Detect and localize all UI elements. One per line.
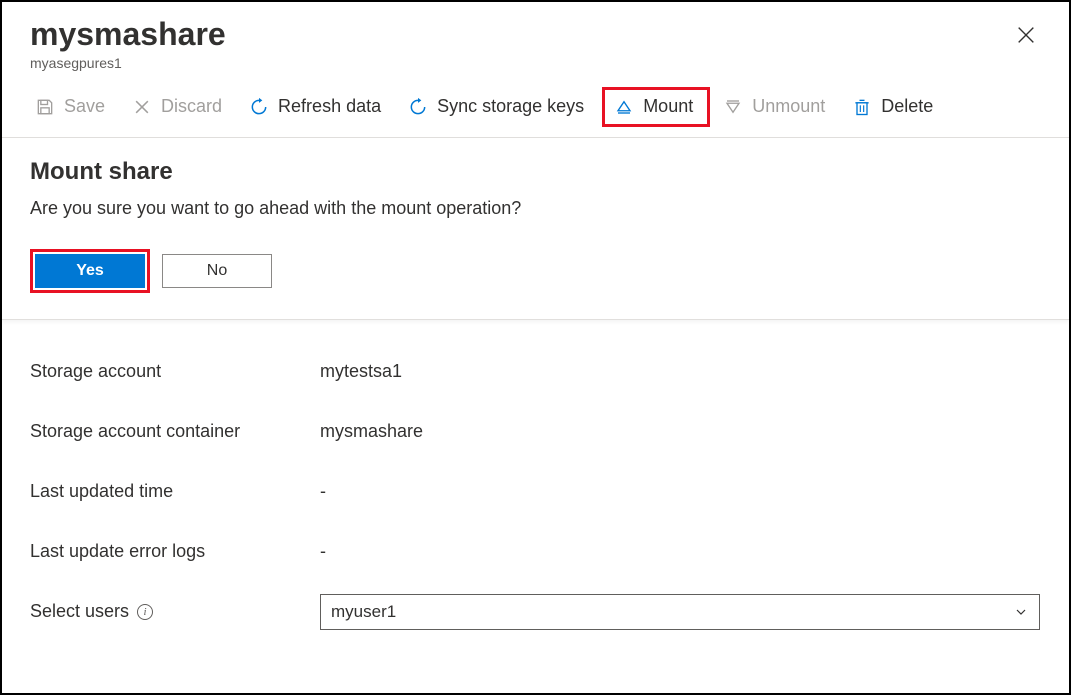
unmount-icon bbox=[722, 96, 744, 118]
yes-button-highlight: Yes bbox=[30, 249, 150, 293]
label-select-users-text: Select users bbox=[30, 601, 129, 622]
chevron-down-icon bbox=[1013, 604, 1029, 620]
confirm-buttons: Yes No bbox=[30, 249, 1041, 293]
page-title: mysmashare bbox=[30, 16, 1041, 53]
mount-icon bbox=[613, 96, 635, 118]
row-storage-account: Storage account mytestsa1 bbox=[30, 342, 1041, 402]
refresh-button[interactable]: Refresh data bbox=[240, 90, 395, 124]
mount-label: Mount bbox=[643, 96, 693, 117]
confirm-title: Mount share bbox=[30, 158, 1041, 186]
panel-header: mysmashare myasegpures1 bbox=[2, 2, 1069, 77]
yes-button[interactable]: Yes bbox=[35, 254, 145, 288]
delete-label: Delete bbox=[881, 96, 933, 117]
delete-button[interactable]: Delete bbox=[843, 90, 947, 124]
mount-button[interactable]: Mount bbox=[602, 87, 710, 127]
save-icon bbox=[34, 96, 56, 118]
row-select-users: Select users i myuser1 bbox=[30, 582, 1041, 642]
value-last-updated: - bbox=[320, 481, 1041, 502]
refresh-icon bbox=[248, 96, 270, 118]
select-users-dropdown[interactable]: myuser1 bbox=[320, 594, 1040, 630]
delete-icon bbox=[851, 96, 873, 118]
close-button[interactable] bbox=[1015, 24, 1039, 48]
sync-icon bbox=[407, 96, 429, 118]
unmount-label: Unmount bbox=[752, 96, 825, 117]
label-storage-account: Storage account bbox=[30, 361, 320, 382]
no-button[interactable]: No bbox=[162, 254, 272, 288]
refresh-label: Refresh data bbox=[278, 96, 381, 117]
save-label: Save bbox=[64, 96, 105, 117]
value-container: mysmashare bbox=[320, 421, 1041, 442]
close-icon bbox=[1015, 24, 1037, 46]
save-button: Save bbox=[26, 90, 119, 124]
select-users-value: myuser1 bbox=[331, 602, 396, 622]
row-last-updated: Last updated time - bbox=[30, 462, 1041, 522]
page-subtitle: myasegpures1 bbox=[30, 55, 1041, 71]
mount-confirm-panel: Mount share Are you sure you want to go … bbox=[2, 138, 1069, 320]
row-error-logs: Last update error logs - bbox=[30, 522, 1041, 582]
sync-label: Sync storage keys bbox=[437, 96, 584, 117]
unmount-button: Unmount bbox=[714, 90, 839, 124]
discard-label: Discard bbox=[161, 96, 222, 117]
discard-icon bbox=[131, 96, 153, 118]
row-container: Storage account container mysmashare bbox=[30, 402, 1041, 462]
confirm-message: Are you sure you want to go ahead with t… bbox=[30, 198, 1041, 219]
share-details: Storage account mytestsa1 Storage accoun… bbox=[2, 320, 1069, 642]
panel-frame: mysmashare myasegpures1 Save Discard bbox=[0, 0, 1071, 695]
label-container: Storage account container bbox=[30, 421, 320, 442]
info-icon[interactable]: i bbox=[137, 604, 153, 620]
label-error-logs: Last update error logs bbox=[30, 541, 320, 562]
label-select-users: Select users i bbox=[30, 601, 320, 622]
toolbar: Save Discard Refresh data Sync storage k… bbox=[2, 77, 1069, 138]
value-storage-account: mytestsa1 bbox=[320, 361, 1041, 382]
sync-button[interactable]: Sync storage keys bbox=[399, 90, 598, 124]
discard-button: Discard bbox=[123, 90, 236, 124]
value-error-logs: - bbox=[320, 541, 1041, 562]
label-last-updated: Last updated time bbox=[30, 481, 320, 502]
